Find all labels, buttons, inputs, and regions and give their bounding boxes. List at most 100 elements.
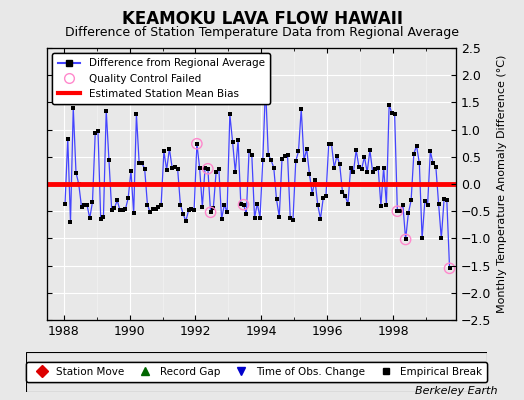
Point [437, 235, 445, 242]
Point [313, 202, 322, 208]
Point [316, 216, 325, 222]
Point [355, 163, 363, 170]
Point [61, 201, 69, 207]
Point [349, 169, 357, 175]
Point [80, 202, 89, 208]
Point [344, 200, 352, 207]
Point [341, 193, 350, 199]
Point [434, 200, 443, 207]
Point [319, 195, 328, 201]
Point [190, 207, 198, 213]
Point [149, 206, 157, 212]
Point [253, 200, 261, 207]
Point [366, 147, 374, 154]
Point [418, 235, 427, 242]
Point [132, 111, 140, 118]
Point [338, 188, 346, 195]
Point [193, 140, 201, 147]
Point [426, 148, 434, 154]
Point [264, 152, 272, 158]
Point [69, 105, 78, 111]
Point [445, 265, 454, 272]
Point [88, 199, 96, 205]
Point [423, 202, 432, 208]
Text: KEAMOKU LAVA FLOW HAWAII: KEAMOKU LAVA FLOW HAWAII [122, 10, 402, 28]
Point [302, 146, 311, 152]
Point [374, 164, 383, 171]
Point [113, 197, 122, 204]
Point [371, 166, 379, 172]
Point [272, 196, 281, 202]
Point [102, 107, 111, 114]
Point [294, 148, 303, 154]
Point [195, 164, 204, 171]
Point [286, 214, 294, 221]
Point [352, 147, 361, 154]
Point [357, 166, 366, 172]
Point [399, 202, 407, 208]
Point [289, 217, 297, 223]
Point [239, 202, 248, 208]
Point [308, 190, 316, 197]
Point [129, 210, 138, 216]
Point [280, 152, 289, 159]
Point [393, 208, 401, 214]
Point [429, 160, 437, 166]
Point [215, 166, 223, 172]
Point [335, 161, 344, 168]
Point [74, 181, 83, 187]
Point [135, 160, 144, 166]
Point [382, 202, 390, 208]
Point [160, 148, 168, 154]
Point [176, 202, 184, 208]
Point [390, 111, 399, 118]
Point [118, 207, 127, 213]
Point [388, 110, 396, 116]
Point [330, 164, 339, 171]
Point [305, 171, 314, 178]
Point [63, 136, 72, 142]
Point [85, 215, 94, 222]
Point [256, 214, 264, 221]
Point [379, 164, 388, 171]
Point [412, 143, 421, 149]
Point [228, 138, 237, 145]
Point [421, 198, 429, 205]
Point [443, 197, 451, 204]
Point [237, 200, 245, 207]
Point [94, 128, 102, 134]
Point [193, 140, 201, 147]
Point [173, 166, 182, 172]
Point [212, 169, 220, 175]
Point [116, 207, 124, 213]
Point [91, 130, 100, 137]
Point [204, 166, 212, 172]
Point [368, 169, 377, 175]
Point [72, 169, 80, 176]
Point [127, 168, 135, 174]
Point [78, 204, 86, 210]
Point [204, 166, 212, 172]
Text: Difference of Station Temperature Data from Regional Average: Difference of Station Temperature Data f… [65, 26, 459, 39]
Point [404, 210, 412, 216]
Point [377, 202, 385, 209]
Point [209, 205, 217, 211]
Point [171, 163, 179, 170]
Point [445, 265, 454, 272]
Point [184, 207, 193, 213]
Point [245, 148, 253, 154]
Point [278, 156, 286, 162]
Point [151, 206, 160, 212]
Text: Berkeley Earth: Berkeley Earth [416, 386, 498, 396]
Point [407, 197, 416, 204]
Point [168, 164, 177, 171]
Point [121, 206, 129, 212]
Point [291, 158, 300, 164]
Point [242, 211, 250, 217]
Point [401, 236, 410, 243]
Y-axis label: Monthly Temperature Anomaly Difference (°C): Monthly Temperature Anomaly Difference (… [497, 55, 507, 313]
Point [248, 152, 256, 158]
Point [231, 169, 239, 175]
Point [275, 214, 283, 220]
Point [440, 196, 448, 202]
